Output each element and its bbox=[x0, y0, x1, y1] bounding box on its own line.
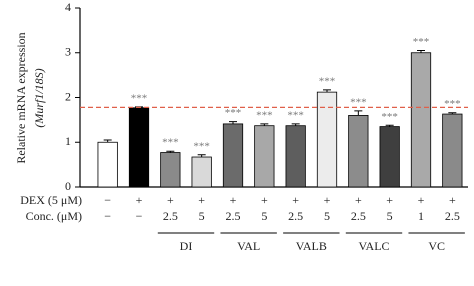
dex-label: + bbox=[418, 193, 425, 207]
dex-label: + bbox=[324, 193, 331, 207]
significance-label: *** bbox=[162, 137, 179, 149]
group-label: VALB bbox=[296, 239, 327, 253]
significance-label: *** bbox=[319, 75, 336, 87]
error-bar bbox=[166, 150, 175, 153]
y-tick-label: 4 bbox=[65, 0, 71, 14]
y-tick-label: 2 bbox=[65, 89, 71, 103]
conc-label: 5 bbox=[199, 209, 205, 223]
bar bbox=[442, 113, 463, 188]
bar bbox=[254, 125, 275, 188]
dex-label: − bbox=[104, 193, 111, 207]
significance-label: *** bbox=[413, 36, 430, 48]
conc-label: 2.5 bbox=[163, 209, 178, 223]
bar bbox=[128, 107, 150, 188]
dex-label: + bbox=[136, 193, 143, 207]
bar bbox=[160, 152, 181, 188]
bar bbox=[222, 123, 244, 188]
error-bar bbox=[260, 123, 269, 126]
error-bar bbox=[385, 124, 394, 127]
conc-label: 5 bbox=[324, 209, 330, 223]
error-bar bbox=[354, 110, 363, 116]
error-bar bbox=[323, 89, 331, 93]
conc-label: − bbox=[136, 209, 143, 223]
bar bbox=[410, 52, 432, 188]
significance-label: *** bbox=[287, 109, 304, 121]
dex-label: + bbox=[261, 193, 268, 207]
dex-label: + bbox=[198, 193, 205, 207]
row-label: DEX (5 μM) bbox=[20, 193, 82, 207]
y-tick-label: 3 bbox=[65, 45, 71, 59]
significance-label: *** bbox=[444, 98, 461, 110]
conc-label: 2.5 bbox=[351, 209, 366, 223]
error-bar bbox=[448, 112, 457, 115]
conc-label: 5 bbox=[387, 209, 393, 223]
group-label: VALC bbox=[358, 239, 389, 253]
dex-label: + bbox=[167, 193, 174, 207]
bar bbox=[97, 141, 118, 188]
dex-label: + bbox=[355, 193, 362, 207]
error-bar bbox=[291, 123, 300, 126]
bar bbox=[316, 91, 338, 188]
conc-label: − bbox=[104, 209, 111, 223]
significance-label: *** bbox=[193, 140, 210, 152]
error-bar bbox=[417, 50, 425, 53]
significance-label: *** bbox=[131, 92, 148, 104]
group-label: DI bbox=[180, 239, 193, 253]
bar bbox=[348, 115, 369, 188]
significance-label: *** bbox=[256, 109, 273, 121]
error-bar bbox=[229, 121, 237, 124]
bar bbox=[191, 156, 212, 188]
y-axis-label: Relative mRNA expression bbox=[14, 32, 28, 163]
conc-label: 2.5 bbox=[445, 209, 460, 223]
group-label: VAL bbox=[237, 239, 260, 253]
y-tick-label: 1 bbox=[65, 134, 71, 148]
bar bbox=[379, 126, 400, 188]
conc-label: 1 bbox=[418, 209, 424, 223]
conc-label: 2.5 bbox=[288, 209, 303, 223]
significance-label: *** bbox=[350, 96, 367, 108]
dex-label: + bbox=[449, 193, 456, 207]
dex-label: + bbox=[230, 193, 237, 207]
error-bar bbox=[197, 154, 206, 158]
significance-label: *** bbox=[225, 107, 242, 119]
group-label: VC bbox=[428, 239, 445, 253]
y-tick-label: 0 bbox=[65, 179, 71, 193]
bar bbox=[285, 125, 306, 188]
y-axis-label-sub: (Murf1/18S) bbox=[32, 68, 46, 127]
error-bar bbox=[103, 139, 112, 143]
conc-label: 2.5 bbox=[226, 209, 241, 223]
significance-label: *** bbox=[381, 111, 398, 123]
row-label: Conc. (μM) bbox=[26, 209, 82, 223]
dex-label: + bbox=[386, 193, 393, 207]
conc-label: 5 bbox=[261, 209, 267, 223]
dex-label: + bbox=[292, 193, 299, 207]
